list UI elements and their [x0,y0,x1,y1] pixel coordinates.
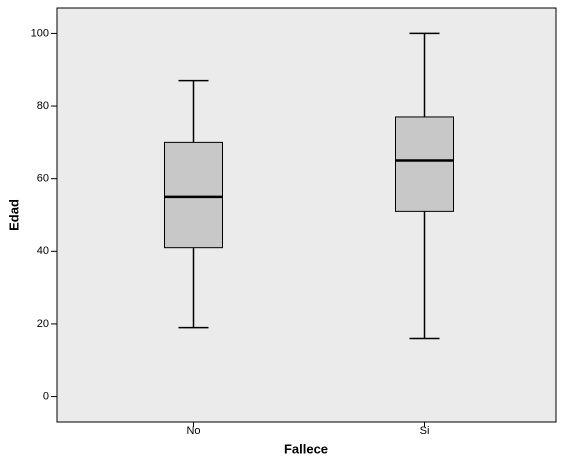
y-tick-label: 20 [37,318,49,330]
y-tick-label: 60 [37,173,49,185]
box [164,141,223,249]
y-axis-title: Edad [6,199,21,231]
plot-area [56,7,557,423]
x-tick-label: Si [420,425,430,437]
x-tick-label: No [186,425,200,437]
x-axis-title: Fallece [284,441,328,456]
y-tick-label: 100 [31,27,49,39]
y-tick-label: 40 [37,245,49,257]
box [395,116,454,212]
y-tick-label: 0 [43,390,49,402]
y-tick-label: 80 [37,100,49,112]
